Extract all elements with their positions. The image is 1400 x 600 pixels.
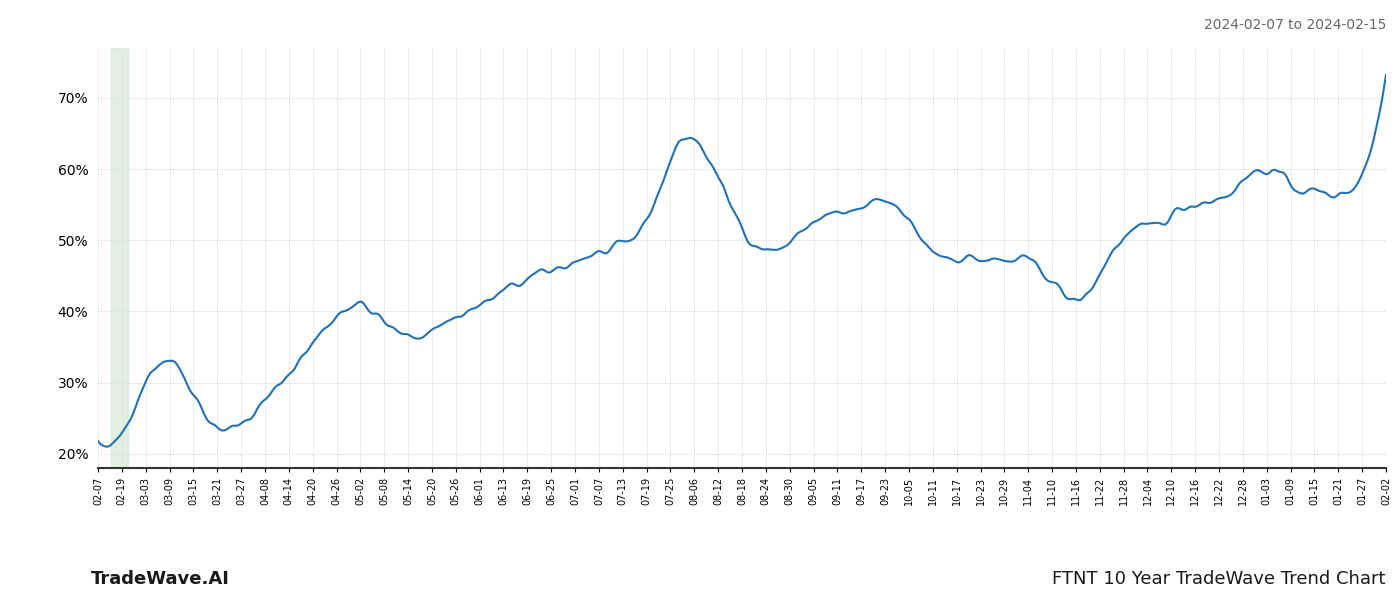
Text: 2024-02-07 to 2024-02-15: 2024-02-07 to 2024-02-15 bbox=[1204, 18, 1386, 32]
Text: TradeWave.AI: TradeWave.AI bbox=[91, 570, 230, 588]
Text: FTNT 10 Year TradeWave Trend Chart: FTNT 10 Year TradeWave Trend Chart bbox=[1053, 570, 1386, 588]
Bar bbox=[111, 48, 127, 468]
